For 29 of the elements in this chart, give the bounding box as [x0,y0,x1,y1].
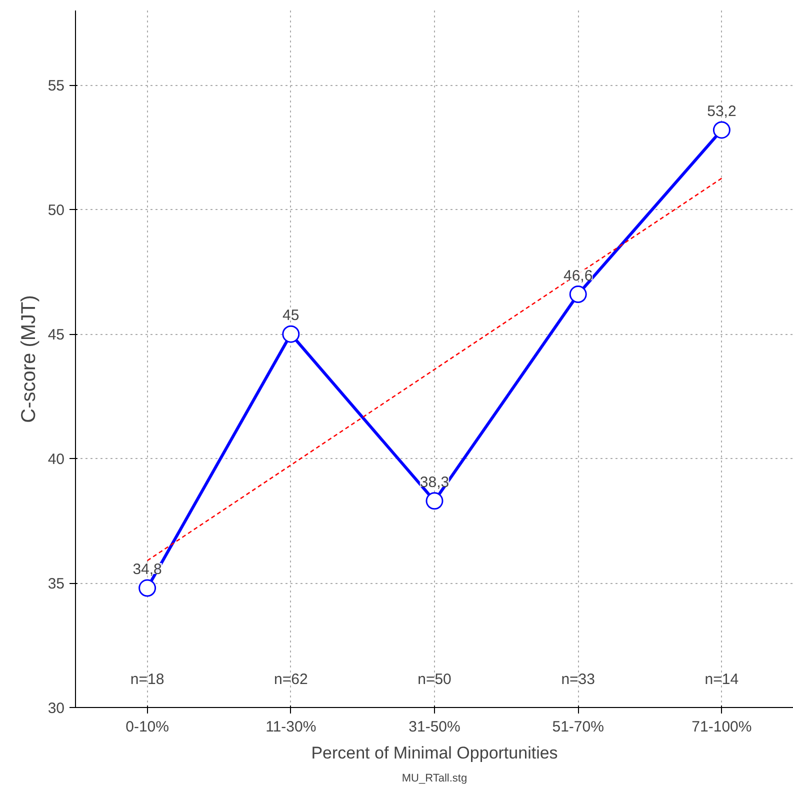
annotation: n=33 [561,671,596,688]
point [426,492,444,510]
x-tick-label: 11-30% [266,718,316,736]
x-tick-label: 31-50% [408,718,460,736]
data-label: 45 [282,307,300,324]
line-series [146,178,722,562]
annotation: n=14 [704,671,739,688]
x-tick-label: 0-10% [126,718,169,736]
data-label: 53,2 [707,102,736,120]
y-tick-label: 35 [48,576,65,593]
text: MU_RTall.stg [402,772,468,784]
y-axis-title: C-score (MJT) [18,295,40,423]
annotation: n=50 [418,671,452,688]
x-tick-label: 71-100% [692,718,752,736]
x-tick-label: 51-70% [552,718,604,736]
annotation: n=18 [130,671,164,688]
y-tick-label: 45 [48,326,65,344]
point [712,121,730,139]
x-axis-title: Percent of Minimal Opportunities [311,744,558,762]
point [282,325,300,343]
point [569,286,587,304]
y-tick-label: 30 [48,700,65,717]
y-tick-label: 40 [48,451,65,468]
data-label: 38,3 [420,474,450,491]
point [138,579,156,597]
y-tick-label: 50 [48,202,65,220]
data-label: 34,8 [132,561,162,578]
y-tick-label: 55 [48,78,65,95]
annotation: n=62 [274,671,308,688]
